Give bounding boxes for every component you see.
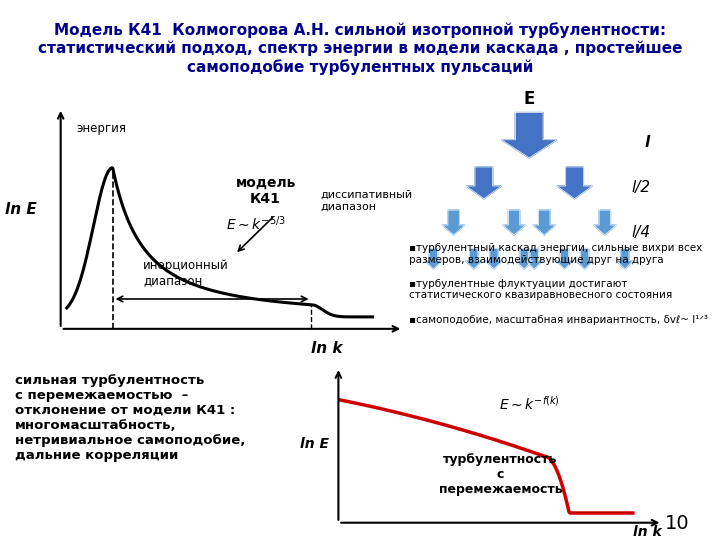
Polygon shape [502,112,557,158]
Text: l: l [645,134,650,150]
Polygon shape [503,210,526,235]
Text: l/2: l/2 [631,180,650,195]
Text: ▪турбулентные флуктуации достигают статистического квазиравновесного состояния: ▪турбулентные флуктуации достигают стати… [410,279,672,300]
Polygon shape [466,248,482,269]
Text: ln E: ln E [5,202,37,217]
Polygon shape [577,248,593,269]
Polygon shape [533,210,556,235]
Text: инерционный
диапазон: инерционный диапазон [143,259,229,287]
Text: ▪турбулентный каскад энергии, сильные вихри всех размеров, взаимодействующие дру: ▪турбулентный каскад энергии, сильные ви… [410,243,703,265]
Text: $E{\sim}k^{-f(k)}$: $E{\sim}k^{-f(k)}$ [500,394,560,413]
Polygon shape [426,248,441,269]
Text: энергия: энергия [76,122,126,135]
Text: ▪самоподобие, масштабная инвариантность, δvℓ~ l¹ᐟ³: ▪самоподобие, масштабная инвариантность,… [410,315,708,326]
Text: Модель К41  Колмогорова А.Н. сильной изотропной турбулентности:
статистический п: Модель К41 Колмогорова А.Н. сильной изот… [37,23,683,75]
Polygon shape [593,210,616,235]
Text: турбулентность
с
перемежаемость: турбулентность с перемежаемость [438,453,562,496]
Polygon shape [557,248,572,269]
Polygon shape [526,248,542,269]
Text: 10: 10 [665,514,689,534]
Polygon shape [442,210,465,235]
Polygon shape [467,167,502,199]
Text: E: E [523,90,535,108]
Text: ln E: ln E [300,437,329,451]
Text: сильная турбулентность
с перемежаемостью  –
отклонение от модели К41 :
многомасш: сильная турбулентность с перемежаемостью… [15,374,246,462]
Polygon shape [617,248,633,269]
Text: модель
К41: модель К41 [235,176,296,206]
Polygon shape [516,248,532,269]
Text: l/4: l/4 [631,225,650,240]
Text: ln k: ln k [311,341,343,356]
Polygon shape [486,248,502,269]
Text: диссипативный
диапазон: диссипативный диапазон [320,190,413,212]
Text: $E{\sim}k^{-5/3}$: $E{\sim}k^{-5/3}$ [227,215,287,233]
Text: ln k: ln k [634,525,662,539]
Polygon shape [557,167,593,199]
